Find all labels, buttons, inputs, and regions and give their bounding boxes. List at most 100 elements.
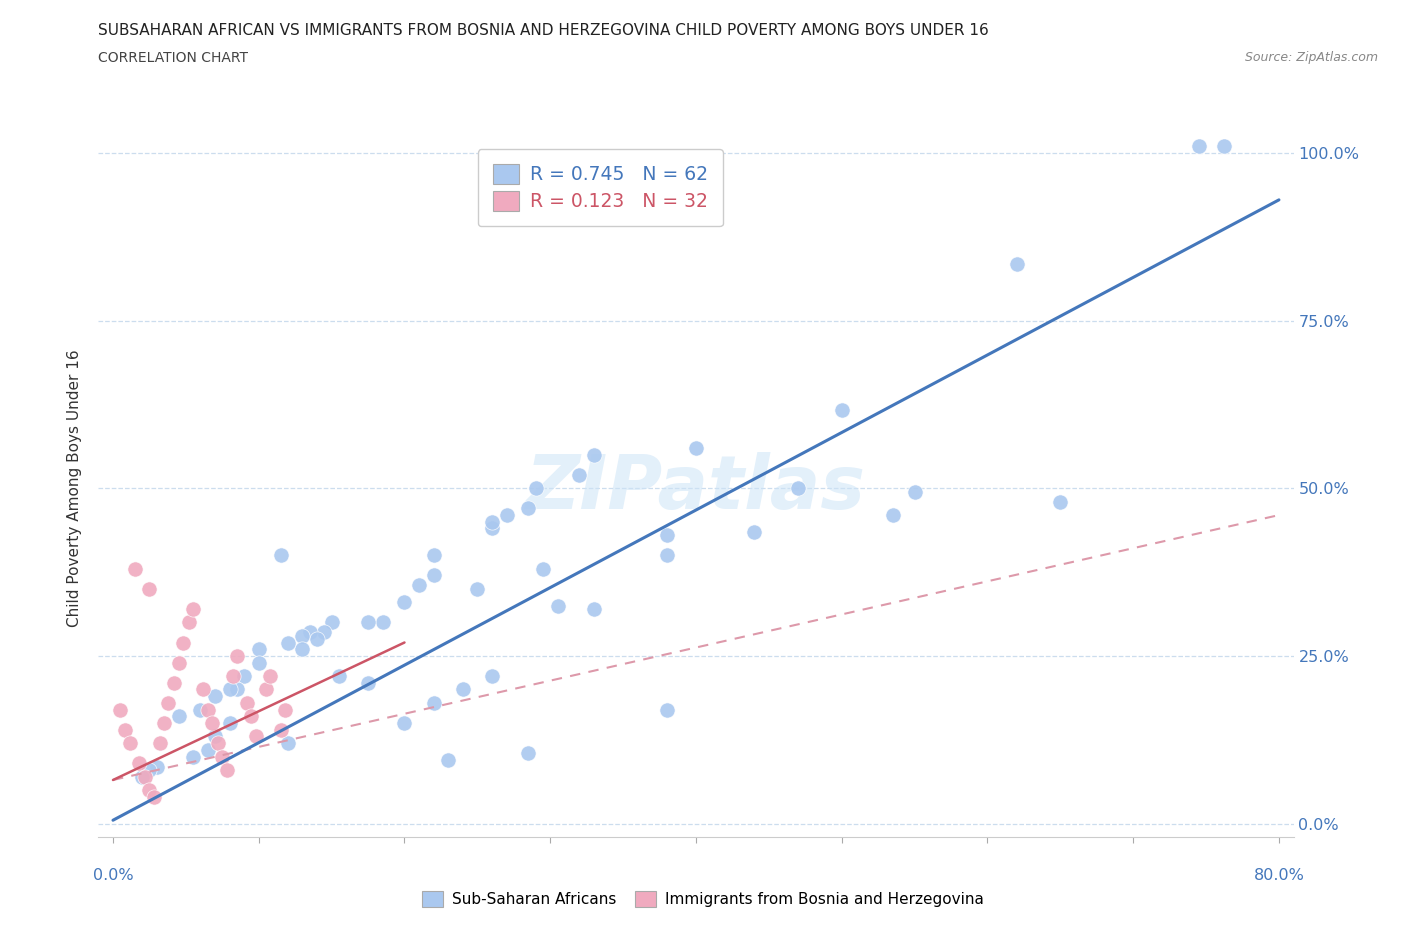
- Point: [277, 736, 299, 751]
- Point: [1005, 256, 1028, 271]
- Text: Source: ZipAtlas.com: Source: ZipAtlas.com: [1244, 51, 1378, 64]
- Point: [291, 629, 314, 644]
- Text: 80.0%: 80.0%: [1254, 869, 1305, 883]
- Point: [328, 669, 350, 684]
- Y-axis label: Child Poverty Among Boys Under 16: Child Poverty Among Boys Under 16: [67, 350, 83, 627]
- Point: [145, 759, 167, 774]
- Point: [259, 669, 281, 684]
- Point: [274, 702, 297, 717]
- Point: [190, 702, 212, 717]
- Point: [371, 615, 394, 630]
- Point: [481, 669, 503, 684]
- Point: [467, 581, 489, 596]
- Point: [481, 514, 503, 529]
- Point: [582, 602, 605, 617]
- Point: [742, 525, 765, 539]
- Point: [245, 729, 267, 744]
- Point: [215, 763, 238, 777]
- Point: [321, 615, 343, 630]
- Point: [314, 625, 336, 640]
- Point: [138, 783, 160, 798]
- Point: [305, 631, 328, 646]
- Point: [240, 709, 263, 724]
- Point: [142, 790, 165, 804]
- Point: [582, 447, 605, 462]
- Point: [298, 625, 321, 640]
- Point: [197, 702, 219, 717]
- Point: [437, 752, 460, 767]
- Point: [495, 508, 517, 523]
- Point: [110, 702, 132, 717]
- Point: [247, 656, 270, 671]
- Point: [254, 682, 277, 697]
- Point: [655, 548, 678, 563]
- Point: [138, 763, 160, 777]
- Point: [225, 682, 247, 697]
- Point: [201, 715, 224, 730]
- Point: [138, 581, 160, 596]
- Text: ZIPatlas: ZIPatlas: [526, 452, 866, 525]
- Point: [181, 749, 204, 764]
- Point: [236, 696, 259, 711]
- Point: [247, 642, 270, 657]
- Point: [655, 702, 678, 717]
- Point: [204, 729, 226, 744]
- Point: [218, 682, 240, 697]
- Point: [277, 635, 299, 650]
- Point: [211, 749, 233, 764]
- Point: [547, 598, 569, 613]
- Point: [167, 656, 190, 671]
- Point: [422, 568, 444, 583]
- Point: [451, 682, 474, 697]
- Point: [882, 508, 904, 523]
- Point: [124, 562, 146, 577]
- Point: [1188, 139, 1211, 153]
- Point: [517, 501, 540, 516]
- Point: [157, 696, 180, 711]
- Point: [422, 696, 444, 711]
- Point: [517, 746, 540, 761]
- Point: [149, 736, 172, 751]
- Point: [207, 736, 229, 751]
- Point: [481, 521, 503, 536]
- Point: [524, 481, 547, 496]
- Point: [408, 578, 430, 593]
- Point: [218, 715, 240, 730]
- Point: [153, 715, 176, 730]
- Legend: R = 0.745   N = 62, R = 0.123   N = 32: R = 0.745 N = 62, R = 0.123 N = 32: [478, 149, 723, 226]
- Point: [655, 527, 678, 542]
- Point: [270, 723, 292, 737]
- Point: [131, 769, 153, 784]
- Point: [1212, 139, 1234, 153]
- Text: CORRELATION CHART: CORRELATION CHART: [98, 51, 249, 65]
- Point: [221, 669, 243, 684]
- Point: [177, 615, 200, 630]
- Point: [120, 736, 142, 751]
- Point: [270, 548, 292, 563]
- Point: [225, 648, 247, 663]
- Legend: Sub-Saharan Africans, Immigrants from Bosnia and Herzegovina: Sub-Saharan Africans, Immigrants from Bo…: [416, 884, 990, 913]
- Point: [128, 756, 150, 771]
- Point: [204, 689, 226, 704]
- Point: [787, 481, 810, 496]
- Point: [394, 715, 416, 730]
- Point: [163, 675, 186, 690]
- Point: [197, 742, 219, 757]
- Point: [134, 769, 156, 784]
- Point: [357, 615, 380, 630]
- Point: [291, 642, 314, 657]
- Point: [903, 485, 925, 499]
- Point: [233, 669, 256, 684]
- Point: [167, 709, 190, 724]
- Point: [394, 595, 416, 610]
- Point: [1049, 494, 1071, 509]
- Point: [831, 403, 853, 418]
- Point: [114, 723, 136, 737]
- Point: [568, 468, 591, 483]
- Point: [685, 441, 707, 456]
- Point: [181, 602, 204, 617]
- Point: [357, 675, 380, 690]
- Point: [531, 562, 554, 577]
- Text: 0.0%: 0.0%: [93, 869, 134, 883]
- Text: SUBSAHARAN AFRICAN VS IMMIGRANTS FROM BOSNIA AND HERZEGOVINA CHILD POVERTY AMONG: SUBSAHARAN AFRICAN VS IMMIGRANTS FROM BO…: [98, 23, 990, 38]
